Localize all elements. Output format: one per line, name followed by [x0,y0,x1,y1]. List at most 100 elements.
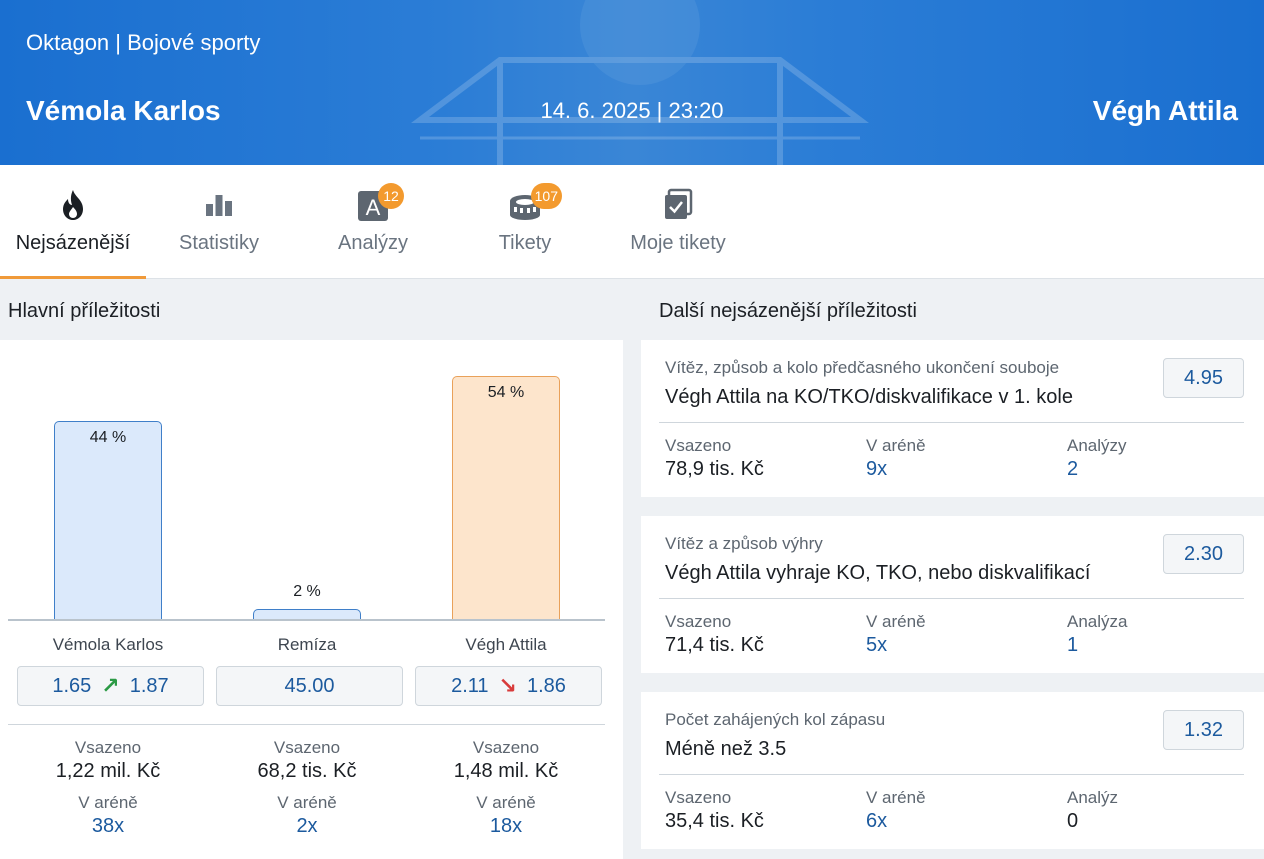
selection-name: Méně než 3.5 [665,738,787,760]
bar-home [54,421,162,619]
stats-divider [8,724,605,725]
arena-value[interactable]: 6x [866,810,888,832]
odds-button[interactable]: 4.95 [1163,358,1244,398]
arena-value[interactable]: 2x [296,815,318,837]
away-fighter-name[interactable]: Végh Attila [1092,95,1238,126]
analyses-stat: Analýz 0 [1067,788,1118,833]
odds-new: 1.87 [129,674,169,697]
outcome-name-draw: Remíza [277,635,337,654]
side-opportunities-title: Další nejsázenější příležitosti [659,300,917,322]
card-divider [659,422,1244,423]
staked-stat: Vsazeno 78,9 tis. Kč [665,436,764,481]
tab-statistiky[interactable]: Statistiky [146,165,292,279]
arena-label: V aréně [866,436,926,455]
opportunity-card[interactable]: Vítěz, způsob a kolo předčasného ukončen… [641,340,1264,497]
analyses-value[interactable]: 2 [1067,458,1079,480]
arena-label: V aréně [866,788,926,807]
staked-label: Vsazeno [74,738,142,757]
tab-label: Statistiky [178,232,260,254]
staked-value: 1,22 mil. Kč [55,760,161,782]
svg-text:A: A [366,195,381,220]
odds-button-away[interactable]: 2.11 ↘ 1.86 [415,666,602,706]
market-name: Vítěz, způsob a kolo předčasného ukončen… [665,358,1060,377]
selection-name: Végh Attila vyhraje KO, TKO, nebo diskva… [665,562,1091,584]
odds-value: 45.00 [284,674,335,697]
staked-value: 68,2 tis. Kč [257,760,357,782]
tab-tikety[interactable]: 107 Tikety [452,165,598,279]
tab-analyzy[interactable]: A 12 Analýzy [300,165,446,279]
opportunity-card[interactable]: Vítěz a způsob výhry Végh Attila vyhraje… [641,516,1264,673]
staked-value: 35,4 tis. Kč [665,810,764,832]
staked-label: Vsazeno [665,436,732,455]
bar-away [452,376,560,619]
analyses-label: Analýz [1067,788,1119,807]
arena-value[interactable]: 9x [866,458,888,480]
outcome-name-home: Vémola Karlos [52,635,164,654]
staked-value: 1,48 mil. Kč [453,760,559,782]
breadcrumb[interactable]: Oktagon | Bojové sporty [26,30,261,55]
tab-label: Analýzy [337,232,409,254]
arrow-up-icon: ↗ [101,673,120,698]
tab-moje-tikety[interactable]: Moje tikety [605,165,751,279]
analysis-icon-wrapper: A 12 [358,183,404,221]
odds-button-home[interactable]: 1.65 ↗ 1.87 [17,666,204,706]
arena-stat: V aréně 6x [866,788,926,833]
stadium-icon-wrapper: 107 [508,183,562,221]
flame-icon [63,190,83,220]
match-datetime: 14. 6. 2025 | 23:20 [540,98,724,123]
analyzy-count-badge: 12 [378,183,404,209]
staked-stat: Vsazeno 71,4 tis. Kč [665,612,764,657]
analyses-label: Analýza [1067,612,1128,631]
analyses-label: Analýzy [1067,436,1127,455]
arena-value[interactable]: 5x [866,634,888,656]
opportunity-card[interactable]: Počet zahájených kol zápasu Méně než 3.5… [641,692,1264,849]
selection-name: Végh Attila na KO/TKO/diskvalifikace v 1… [665,386,1073,408]
arena-stat: V aréně 9x [866,436,926,481]
odds-button-draw[interactable]: 45.00 [216,666,403,706]
match-header: Oktagon | Bojové sporty Vémola Karlos 14… [0,0,1264,165]
market-name: Počet zahájených kol zápasu [665,710,886,729]
analyses-stat: Analýzy 2 [1067,436,1127,481]
arena-label: V aréně [476,793,536,812]
arena-value[interactable]: 18x [489,815,523,837]
odds-button[interactable]: 1.32 [1163,710,1244,750]
pct-label-home: 44 % [89,429,127,446]
main-opportunities-panel: 44 % 2 % 54 % Vémola Karlos Remíza Végh … [0,340,623,859]
outcome-name-away: Végh Attila [465,635,547,654]
odds-old: 1.65 [52,674,92,697]
arena-stat: V aréně 5x [866,612,926,657]
card-divider [659,774,1244,775]
stats-draw: Vsazeno 68,2 tis. Kč V aréně 2x [207,738,407,838]
tab-bar: Nejsázenější Statistiky A 12 Analýzy [0,165,1264,279]
chart-baseline [8,619,605,621]
staked-label: Vsazeno [665,612,732,631]
home-fighter-name[interactable]: Vémola Karlos [26,95,221,126]
arena-label: V aréně [277,793,337,812]
odds-new: 1.86 [526,674,566,697]
odds-button[interactable]: 2.30 [1163,534,1244,574]
analyses-value[interactable]: 1 [1067,634,1079,656]
staked-stat: Vsazeno 35,4 tis. Kč [665,788,764,833]
main-opportunities-title: Hlavní příležitosti [8,300,161,322]
staked-label: Vsazeno [273,738,341,757]
stats-away: Vsazeno 1,48 mil. Kč V aréně 18x [406,738,606,838]
bar-draw [253,609,361,619]
tab-label: Nejsázenější [15,232,131,254]
market-name: Vítěz a způsob výhry [665,534,823,553]
tikety-count-badge: 107 [530,183,562,209]
tab-nejsazenejsi[interactable]: Nejsázenější [0,165,146,279]
staked-label: Vsazeno [472,738,540,757]
my-tickets-icon [665,188,693,219]
analyses-value: 0 [1067,810,1079,832]
arena-label: V aréně [78,793,138,812]
analyses-stat: Analýza 1 [1067,612,1127,657]
stats-home: Vsazeno 1,22 mil. Kč V aréně 38x [8,738,208,838]
bar-chart-icon [206,195,232,216]
pct-label-away: 54 % [487,384,525,401]
card-divider [659,598,1244,599]
odds-old: 2.11 [451,674,489,697]
arena-background-image [411,0,869,165]
arrow-down-icon: ↘ [498,673,517,698]
arena-value[interactable]: 38x [91,815,125,837]
pct-label-draw: 2 % [293,583,321,600]
